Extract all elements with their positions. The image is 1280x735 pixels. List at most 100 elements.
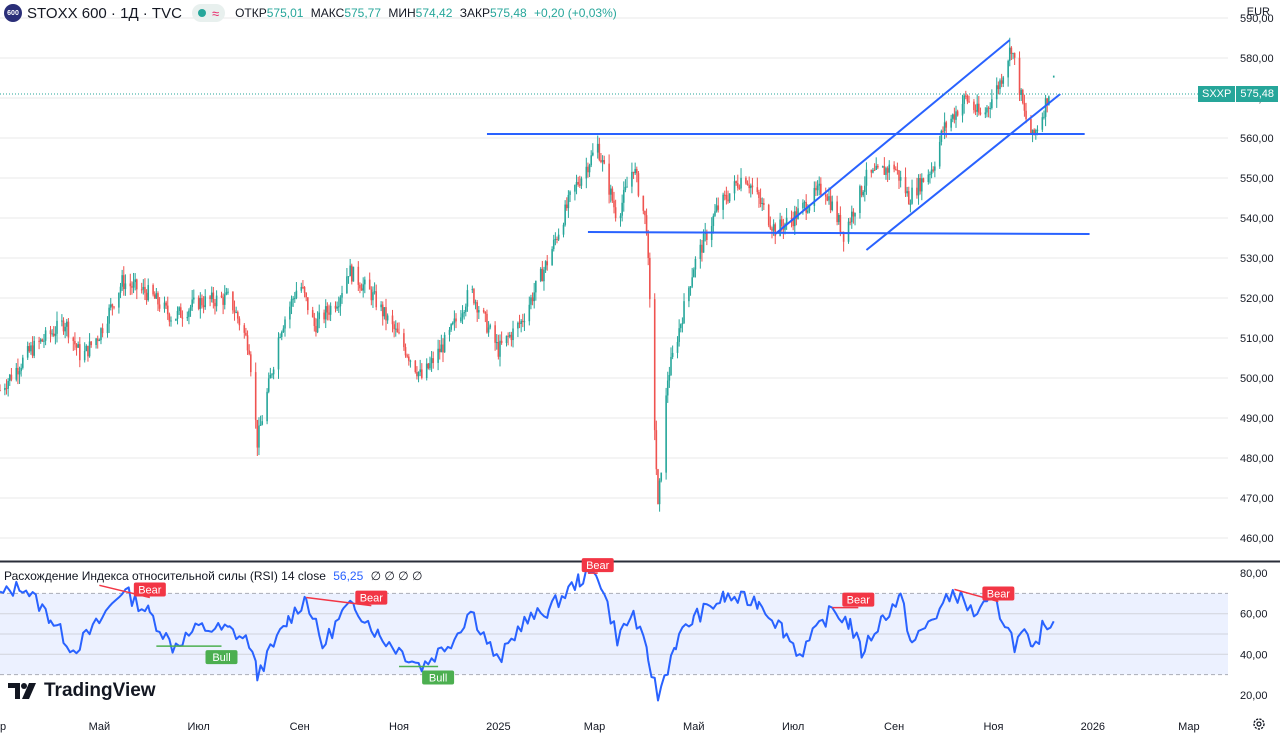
candle-body[interactable] (1020, 89, 1022, 95)
candle-body[interactable] (302, 286, 304, 288)
candle-body[interactable] (758, 192, 760, 199)
candle-body[interactable] (706, 232, 708, 240)
candle-body[interactable] (375, 291, 378, 308)
candle-body[interactable] (1008, 47, 1011, 61)
candle-body[interactable] (323, 312, 325, 320)
candle-body[interactable] (733, 181, 736, 194)
candle-body[interactable] (899, 177, 902, 181)
candle-body[interactable] (683, 301, 685, 324)
candle-body[interactable] (930, 169, 933, 175)
candle-body[interactable] (567, 194, 570, 209)
candle-body[interactable] (1007, 60, 1009, 78)
candle-body[interactable] (644, 210, 646, 216)
candle-body[interactable] (701, 244, 703, 253)
candle-body[interactable] (657, 469, 659, 505)
candle-body[interactable] (20, 367, 22, 372)
candle-body[interactable] (204, 296, 207, 308)
candle-body[interactable] (588, 165, 591, 173)
candle-body[interactable] (461, 313, 464, 318)
candle-body[interactable] (243, 325, 246, 333)
candle-body[interactable] (373, 291, 376, 293)
candle-body[interactable] (976, 103, 978, 112)
candle-body[interactable] (609, 188, 612, 195)
candle-body[interactable] (460, 317, 462, 322)
candle-body[interactable] (455, 318, 457, 322)
candle-body[interactable] (85, 345, 88, 351)
candle-body[interactable] (1002, 77, 1005, 84)
candle-body[interactable] (41, 339, 44, 342)
candle-body[interactable] (919, 177, 921, 192)
candle-body[interactable] (916, 187, 918, 196)
candle-body[interactable] (189, 307, 192, 311)
candle-body[interactable] (520, 320, 522, 324)
candle-body[interactable] (829, 196, 832, 211)
candle-body[interactable] (888, 164, 891, 173)
candle-body[interactable] (324, 306, 327, 320)
candle-body[interactable] (202, 305, 205, 308)
candle-body[interactable] (932, 169, 935, 171)
candle-body[interactable] (836, 201, 838, 223)
candle-body[interactable] (336, 306, 338, 309)
candle-body[interactable] (271, 374, 273, 376)
candle-body[interactable] (898, 170, 900, 181)
candle-body[interactable] (64, 326, 66, 332)
candle-body[interactable] (666, 380, 669, 396)
candle-body[interactable] (826, 196, 829, 201)
candle-body[interactable] (279, 336, 281, 338)
candle-body[interactable] (989, 108, 992, 110)
candle-body[interactable] (678, 328, 680, 342)
candle-body[interactable] (83, 350, 86, 361)
candle-body[interactable] (398, 332, 400, 334)
candle-body[interactable] (1041, 117, 1044, 130)
candle-body[interactable] (728, 193, 731, 202)
candle-body[interactable] (0, 390, 1, 391)
candle-body[interactable] (18, 371, 21, 375)
symbol-logo[interactable]: 600 (4, 4, 22, 22)
candle-body[interactable] (259, 424, 262, 426)
candle-body[interactable] (334, 305, 337, 309)
candle-body[interactable] (67, 321, 70, 338)
candle-body[interactable] (518, 322, 521, 324)
candle-body[interactable] (132, 282, 135, 288)
settings-gear-icon[interactable] (1252, 717, 1266, 731)
candle-body[interactable] (552, 239, 555, 250)
candle-body[interactable] (528, 304, 531, 322)
candle-body[interactable] (256, 419, 259, 448)
candle-body[interactable] (780, 219, 783, 226)
candle-body[interactable] (813, 187, 816, 206)
candle-body[interactable] (611, 188, 614, 201)
candle-body[interactable] (474, 302, 477, 304)
candle-body[interactable] (940, 130, 943, 142)
candle-body[interactable] (106, 323, 109, 334)
candle-body[interactable] (543, 269, 545, 282)
candle-body[interactable] (473, 289, 475, 304)
candle-body[interactable] (5, 387, 8, 389)
candle-body[interactable] (883, 166, 886, 175)
candle-body[interactable] (938, 141, 941, 167)
candle-body[interactable] (30, 345, 32, 352)
candle-body[interactable] (364, 279, 366, 285)
bear-signal-label[interactable] (982, 586, 1015, 601)
candle-body[interactable] (929, 174, 931, 176)
candle-body[interactable] (4, 387, 6, 391)
candle-body[interactable] (303, 287, 306, 293)
candle-body[interactable] (75, 344, 78, 348)
candle-body[interactable] (596, 143, 599, 153)
candle-body[interactable] (144, 286, 146, 293)
candle-body[interactable] (544, 261, 547, 270)
candle-body[interactable] (790, 217, 793, 220)
candle-body[interactable] (769, 225, 772, 229)
candle-body[interactable] (945, 122, 948, 128)
candle-body[interactable] (712, 215, 715, 226)
candle-body[interactable] (694, 258, 697, 270)
candle-body[interactable] (653, 299, 656, 431)
candle-body[interactable] (1018, 57, 1021, 95)
candle-body[interactable] (1035, 130, 1037, 134)
trend-line-support[interactable] (587, 231, 1090, 235)
candle-body[interactable] (963, 95, 965, 104)
candle-body[interactable] (222, 297, 224, 305)
candle-body[interactable] (440, 344, 443, 353)
candle-body[interactable] (74, 340, 76, 345)
candle-body[interactable] (258, 425, 260, 448)
candle-body[interactable] (792, 219, 794, 227)
